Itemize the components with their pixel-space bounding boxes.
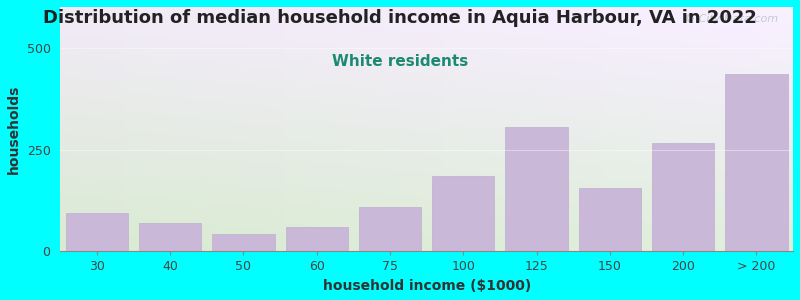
Bar [359, 207, 421, 251]
Bar [652, 143, 714, 251]
Bar [506, 127, 568, 251]
Y-axis label: households: households [7, 85, 21, 174]
Bar [432, 176, 494, 251]
Bar [66, 213, 128, 251]
Bar [726, 74, 787, 251]
Text: White residents: White residents [332, 54, 468, 69]
X-axis label: household income ($1000): household income ($1000) [322, 279, 530, 293]
Bar [212, 234, 274, 251]
Bar [578, 188, 641, 251]
Text: Distribution of median household income in Aquia Harbour, VA in 2022: Distribution of median household income … [43, 9, 757, 27]
Bar [139, 223, 202, 251]
Text: © City-Data.com: © City-Data.com [684, 14, 778, 24]
Bar [286, 227, 348, 251]
